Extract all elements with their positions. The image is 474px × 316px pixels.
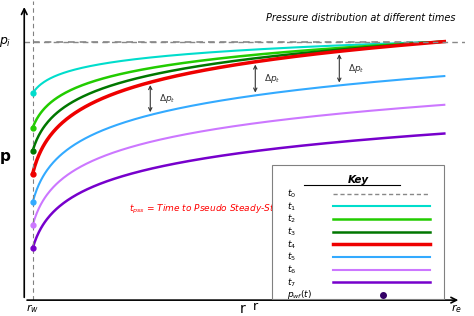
Text: $p_{wf}(t)$: $p_{wf}(t)$ xyxy=(287,289,312,301)
Text: $r_e$: $r_e$ xyxy=(451,302,463,315)
Text: $t_{pss}$ = Time to Pseudo Steady-State: $t_{pss}$ = Time to Pseudo Steady-State xyxy=(129,203,289,216)
Text: $\Delta p_t$: $\Delta p_t$ xyxy=(264,72,280,85)
Text: $t_5$: $t_5$ xyxy=(287,251,296,263)
Text: $\Delta p_t$: $\Delta p_t$ xyxy=(348,62,365,75)
Text: p: p xyxy=(0,149,11,164)
Text: $r_w$: $r_w$ xyxy=(26,302,39,315)
Text: $t_2$: $t_2$ xyxy=(287,213,296,225)
Text: $t_3$: $t_3$ xyxy=(287,226,296,238)
Text: $t_0$: $t_0$ xyxy=(287,188,296,200)
Text: $p_i$: $p_i$ xyxy=(0,35,12,49)
Text: Pressure distribution at different times: Pressure distribution at different times xyxy=(265,13,455,23)
Text: $t_7$: $t_7$ xyxy=(287,276,296,289)
Text: r: r xyxy=(253,300,258,313)
Text: $t_6$: $t_6$ xyxy=(287,264,296,276)
Text: r: r xyxy=(240,302,246,316)
Text: $t_4$: $t_4$ xyxy=(287,238,296,251)
Text: Key: Key xyxy=(347,175,369,185)
Text: $t_1$: $t_1$ xyxy=(287,200,296,213)
Text: $\Delta p_t$: $\Delta p_t$ xyxy=(159,92,175,105)
FancyBboxPatch shape xyxy=(272,165,444,299)
